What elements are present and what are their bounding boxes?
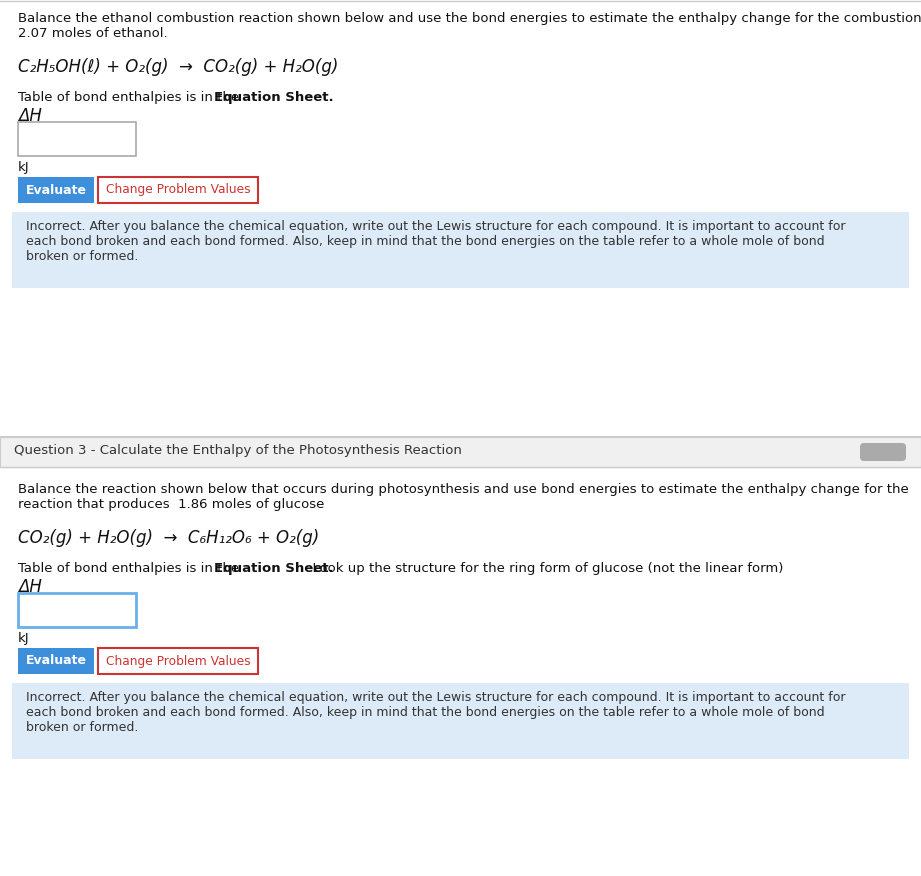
Text: Question 3 - Calculate the Enthalpy of the Photosynthesis Reaction: Question 3 - Calculate the Enthalpy of t… — [14, 444, 461, 457]
Text: reaction that produces  1.86 moles of glucose: reaction that produces 1.86 moles of glu… — [18, 498, 324, 511]
Text: each bond broken and each bond formed. Also, keep in mind that the bond energies: each bond broken and each bond formed. A… — [26, 235, 824, 248]
Text: Evaluate: Evaluate — [26, 654, 87, 668]
Text: Evaluate: Evaluate — [26, 183, 87, 196]
Text: broken or formed.: broken or formed. — [26, 721, 138, 734]
FancyBboxPatch shape — [12, 212, 909, 288]
FancyBboxPatch shape — [18, 593, 136, 627]
FancyBboxPatch shape — [98, 648, 258, 674]
Text: kJ: kJ — [18, 161, 29, 174]
FancyBboxPatch shape — [18, 648, 94, 674]
Text: ΔH: ΔH — [18, 578, 41, 596]
Text: CO₂(g) + H₂O(g)  →  C₆H₁₂O₆ + O₂(g): CO₂(g) + H₂O(g) → C₆H₁₂O₆ + O₂(g) — [18, 529, 320, 547]
Text: C₂H₅OH(ℓ) + O₂(g)  →  CO₂(g) + H₂O(g): C₂H₅OH(ℓ) + O₂(g) → CO₂(g) + H₂O(g) — [18, 58, 338, 76]
Text: broken or formed.: broken or formed. — [26, 250, 138, 263]
Text: Change Problem Values: Change Problem Values — [106, 654, 251, 668]
FancyBboxPatch shape — [860, 443, 906, 461]
FancyBboxPatch shape — [0, 437, 921, 467]
Text: Equation Sheet.: Equation Sheet. — [214, 91, 333, 104]
Text: Change Problem Values: Change Problem Values — [106, 183, 251, 196]
FancyBboxPatch shape — [18, 122, 136, 156]
Text: kJ: kJ — [18, 632, 29, 645]
Text: Balance the reaction shown below that occurs during photosynthesis and use bond : Balance the reaction shown below that oc… — [18, 483, 909, 496]
Text: Incorrect. After you balance the chemical equation, write out the Lewis structur: Incorrect. After you balance the chemica… — [26, 691, 845, 704]
Text: Look up the structure for the ring form of glucose (not the linear form): Look up the structure for the ring form … — [304, 562, 784, 575]
Text: ΔH: ΔH — [18, 107, 41, 125]
Text: Equation Sheet.: Equation Sheet. — [214, 562, 333, 575]
Text: Table of bond enthalpies is in the: Table of bond enthalpies is in the — [18, 91, 243, 104]
Text: each bond broken and each bond formed. Also, keep in mind that the bond energies: each bond broken and each bond formed. A… — [26, 706, 824, 719]
FancyBboxPatch shape — [12, 683, 909, 759]
Text: Incorrect. After you balance the chemical equation, write out the Lewis structur: Incorrect. After you balance the chemica… — [26, 220, 845, 233]
FancyBboxPatch shape — [18, 177, 94, 203]
FancyBboxPatch shape — [98, 177, 258, 203]
Text: 2.07 moles of ethanol.: 2.07 moles of ethanol. — [18, 27, 168, 40]
Text: Table of bond enthalpies is in the: Table of bond enthalpies is in the — [18, 562, 243, 575]
Text: Balance the ethanol combustion reaction shown below and use the bond energies to: Balance the ethanol combustion reaction … — [18, 12, 921, 25]
